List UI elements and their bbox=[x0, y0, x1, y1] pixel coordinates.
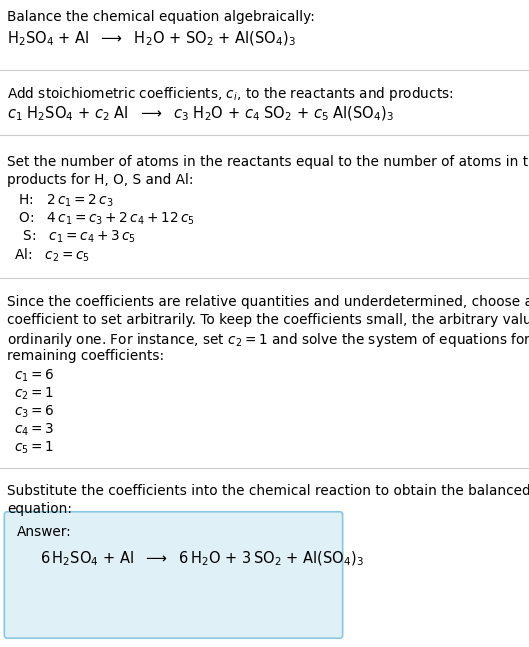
Text: $c_2 = 1$: $c_2 = 1$ bbox=[14, 386, 54, 402]
Text: products for H, O, S and Al:: products for H, O, S and Al: bbox=[7, 173, 194, 187]
Text: $c_3 = 6$: $c_3 = 6$ bbox=[14, 404, 54, 421]
Text: S:   $c_1 = c_4 + 3\,c_5$: S: $c_1 = c_4 + 3\,c_5$ bbox=[14, 229, 136, 245]
Text: ordinarily one. For instance, set $c_2 = 1$ and solve the system of equations fo: ordinarily one. For instance, set $c_2 =… bbox=[7, 331, 529, 349]
Text: Set the number of atoms in the reactants equal to the number of atoms in the: Set the number of atoms in the reactants… bbox=[7, 155, 529, 169]
Text: Answer:: Answer: bbox=[17, 525, 72, 539]
Text: Since the coefficients are relative quantities and underdetermined, choose a: Since the coefficients are relative quan… bbox=[7, 295, 529, 309]
Text: coefficient to set arbitrarily. To keep the coefficients small, the arbitrary va: coefficient to set arbitrarily. To keep … bbox=[7, 313, 529, 327]
Text: $c_4 = 3$: $c_4 = 3$ bbox=[14, 422, 54, 439]
Text: Add stoichiometric coefficients, $c_i$, to the reactants and products:: Add stoichiometric coefficients, $c_i$, … bbox=[7, 85, 453, 103]
Text: $c_1 = 6$: $c_1 = 6$ bbox=[14, 368, 54, 384]
Text: equation:: equation: bbox=[7, 502, 72, 516]
Text: H:   $2\,c_1 = 2\,c_3$: H: $2\,c_1 = 2\,c_3$ bbox=[14, 193, 114, 210]
Text: $\mathregular{H_2SO_4}$ + Al  $\longrightarrow$  $\mathregular{H_2O}$ + $\mathre: $\mathregular{H_2SO_4}$ + Al $\longright… bbox=[7, 30, 296, 49]
Text: $c_5 = 1$: $c_5 = 1$ bbox=[14, 440, 54, 456]
Text: O:   $4\,c_1 = c_3 + 2\,c_4 + 12\,c_5$: O: $4\,c_1 = c_3 + 2\,c_4 + 12\,c_5$ bbox=[14, 211, 195, 227]
Text: Al:   $c_2 = c_5$: Al: $c_2 = c_5$ bbox=[14, 247, 90, 265]
Text: $6\,\mathregular{H_2SO_4}$ + Al  $\longrightarrow$  $6\,\mathregular{H_2O}$ + $3: $6\,\mathregular{H_2SO_4}$ + Al $\longri… bbox=[40, 550, 364, 569]
Text: Balance the chemical equation algebraically:: Balance the chemical equation algebraica… bbox=[7, 10, 315, 24]
Text: remaining coefficients:: remaining coefficients: bbox=[7, 349, 164, 363]
Text: Substitute the coefficients into the chemical reaction to obtain the balanced: Substitute the coefficients into the che… bbox=[7, 484, 529, 498]
Text: $c_1$ $\mathregular{H_2SO_4}$ + $c_2$ Al  $\longrightarrow$  $c_3$ $\mathregular: $c_1$ $\mathregular{H_2SO_4}$ + $c_2$ Al… bbox=[7, 105, 394, 124]
FancyBboxPatch shape bbox=[4, 512, 343, 638]
